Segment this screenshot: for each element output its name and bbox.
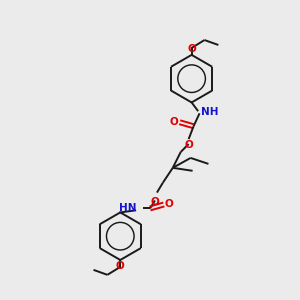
Text: O: O [170,117,179,127]
Text: O: O [151,196,159,207]
Text: O: O [187,44,196,54]
Text: NH: NH [200,107,218,117]
Text: O: O [184,140,193,150]
Text: O: O [116,261,125,271]
Text: O: O [165,200,174,209]
Text: HN: HN [118,203,136,214]
